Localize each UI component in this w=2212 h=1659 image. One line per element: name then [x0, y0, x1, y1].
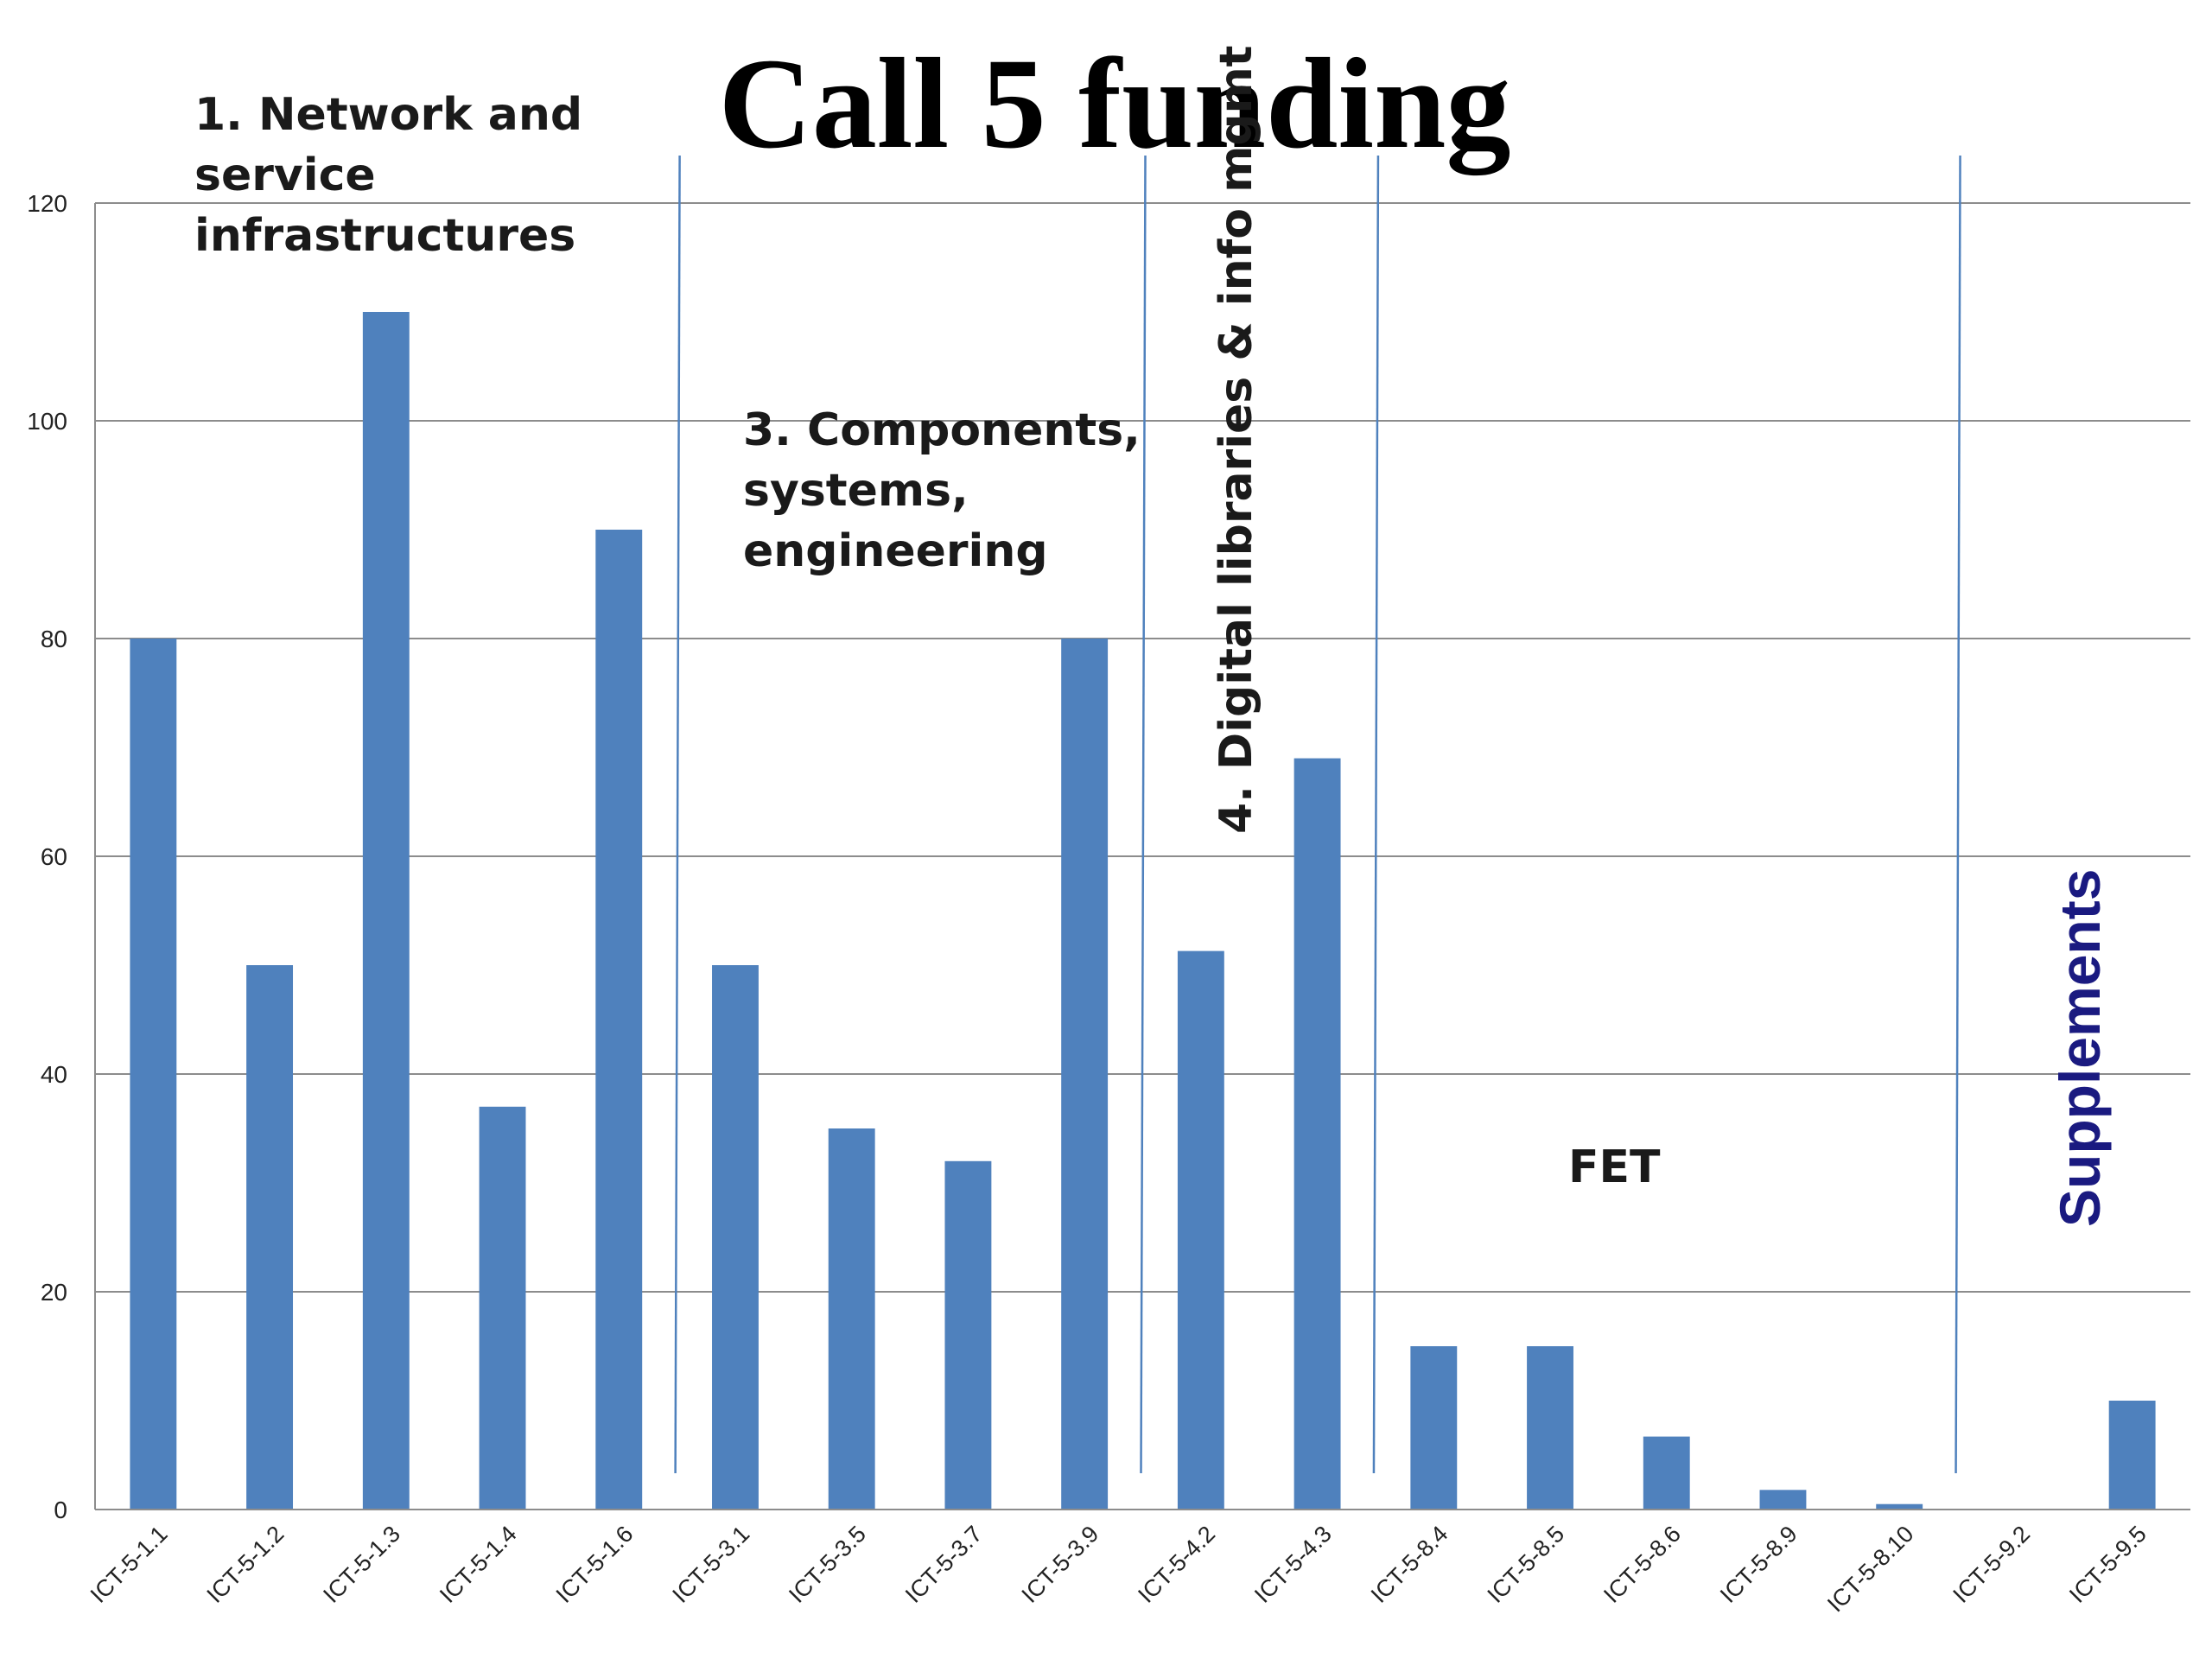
section-divider — [1955, 155, 1961, 1474]
y-axis-ticks: 0 20 40 60 80 100 120 — [27, 190, 67, 1523]
y-tick-label: 0 — [54, 1497, 67, 1523]
bar — [2108, 1401, 2156, 1510]
section-label-components: 3. Components, systems, engineering — [743, 404, 1156, 577]
bar — [944, 1160, 992, 1510]
section-label-line: 3. Components, — [743, 404, 1141, 456]
section-divider — [674, 155, 681, 1474]
bar — [1061, 639, 1109, 1510]
bar — [362, 312, 410, 1510]
bars — [130, 312, 2156, 1510]
bar — [1876, 1503, 1923, 1510]
section-label-line: 1. Network and — [194, 89, 582, 141]
y-tick-label: 40 — [41, 1061, 67, 1088]
bar — [1294, 758, 1341, 1510]
y-tick-label: 20 — [41, 1279, 67, 1306]
section-label-fet: FET — [1568, 1141, 1661, 1193]
bar — [595, 530, 643, 1510]
section-label-line: systems, — [743, 465, 969, 517]
bar — [712, 965, 759, 1510]
bar — [1410, 1346, 1458, 1510]
y-tick-label: 120 — [27, 190, 67, 217]
section-divider — [1140, 155, 1147, 1474]
section-label-line: infrastructures — [194, 210, 575, 262]
section-dividers — [674, 155, 1961, 1474]
y-tick-label: 80 — [41, 626, 67, 652]
section-label-network: 1. Network and service infrastructures — [194, 89, 598, 262]
section-label-digital-libraries: 4. Digital libraries & info mgmt — [1211, 45, 1262, 834]
bar — [1759, 1490, 1807, 1510]
bar — [130, 639, 177, 1510]
y-tick-label: 60 — [41, 843, 67, 870]
bar — [1177, 950, 1224, 1510]
bar — [1527, 1346, 1573, 1510]
section-label-line: engineering — [743, 525, 1048, 577]
bar — [828, 1128, 875, 1510]
section-label-supplements: Supplements — [2048, 869, 2112, 1227]
y-tick-label: 100 — [27, 408, 67, 435]
bar — [246, 965, 294, 1510]
bar — [1643, 1436, 1690, 1510]
section-label-line: service — [194, 149, 376, 201]
chart-title: Call 5 funding — [719, 32, 1511, 175]
bar — [479, 1106, 526, 1510]
section-divider — [1372, 155, 1380, 1474]
